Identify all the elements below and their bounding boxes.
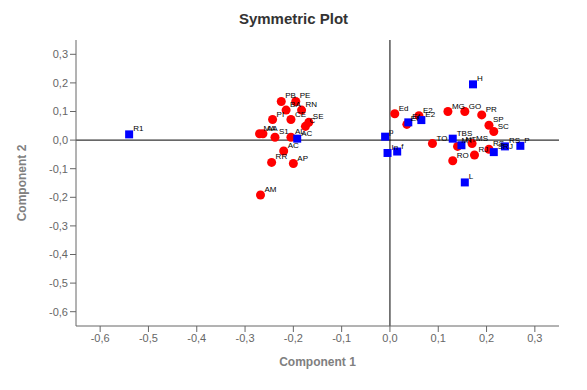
svg-text:-0,1: -0,1 (332, 332, 351, 344)
svg-text:RS: RS (509, 136, 520, 145)
svg-text:p: p (389, 127, 394, 136)
svg-text:RJ: RJ (478, 145, 488, 154)
svg-text:-0,4: -0,4 (49, 248, 68, 260)
svg-text:Component 1: Component 1 (279, 355, 356, 369)
html-text:PB PE: PB PE (285, 91, 311, 101)
svg-text:-0,5: -0,5 (49, 277, 68, 289)
svg-text:0,2: 0,2 (479, 332, 494, 344)
svg-text:Ef: Ef (412, 112, 420, 121)
svg-text:AC: AC (288, 141, 299, 150)
svg-text:AM: AM (265, 185, 277, 194)
svg-text:f: f (401, 142, 404, 151)
svg-text:BA: BA (290, 100, 301, 109)
svg-text:L: L (469, 172, 474, 181)
svg-text:-0,5: -0,5 (139, 332, 158, 344)
svg-text:E2: E2 (425, 110, 435, 119)
svg-text:R1: R1 (133, 124, 144, 133)
svg-text:AC: AC (301, 129, 312, 138)
svg-text:Component 2: Component 2 (15, 144, 29, 221)
svg-text:PR: PR (486, 105, 497, 114)
svg-text:S1: S1 (279, 127, 289, 136)
svg-text:0,2: 0,2 (53, 77, 68, 89)
svg-text:MG: MG (452, 102, 465, 111)
svg-text:RN: RN (306, 100, 318, 109)
svg-text:-0,4: -0,4 (187, 332, 206, 344)
svg-text:RO: RO (457, 151, 469, 160)
svg-text:0,3: 0,3 (527, 332, 542, 344)
svg-text:RR: RR (276, 152, 288, 161)
svg-text:SE: SE (312, 112, 324, 122)
svg-text:AP: AP (297, 154, 308, 163)
svg-text:GO: GO (469, 102, 481, 111)
svg-text:CE: CE (295, 110, 306, 119)
svg-text:-0,6: -0,6 (91, 332, 110, 344)
svg-text:-0,3: -0,3 (49, 220, 68, 232)
svg-text:SC: SC (498, 122, 509, 131)
svg-text:H: H (477, 74, 483, 83)
svg-text:TO: TO (436, 134, 447, 143)
svg-text:-0,2: -0,2 (284, 332, 303, 344)
svg-text:-0,1: -0,1 (49, 163, 68, 175)
svg-text:Ed: Ed (399, 104, 409, 113)
svg-text:SRJ: SRJ (497, 142, 513, 152)
svg-text:PI: PI (277, 110, 285, 119)
svg-text:AL: AL (294, 127, 305, 137)
svg-text:-0,3: -0,3 (236, 332, 255, 344)
svg-text:AA: AA (267, 124, 278, 133)
svg-text:-0,2: -0,2 (49, 191, 68, 203)
svg-text:0,0: 0,0 (53, 134, 68, 146)
html-text:Symmetric Plot: Symmetric Plot (238, 10, 349, 27)
svg-text:MS: MS (476, 134, 488, 143)
svg-text:C: C (309, 116, 315, 125)
svg-text:-0,6: -0,6 (49, 306, 68, 318)
svg-text:0,1: 0,1 (53, 105, 68, 117)
svg-text:NT: NT (465, 135, 476, 144)
svg-text:P: P (524, 136, 529, 145)
svg-text:In: In (392, 143, 399, 152)
svg-text:0,3: 0,3 (53, 48, 68, 60)
svg-text:0,0: 0,0 (382, 332, 397, 344)
svg-text:0,1: 0,1 (431, 332, 446, 344)
svg-text:TBS: TBS (456, 128, 473, 138)
svg-text:SP: SP (493, 115, 504, 125)
